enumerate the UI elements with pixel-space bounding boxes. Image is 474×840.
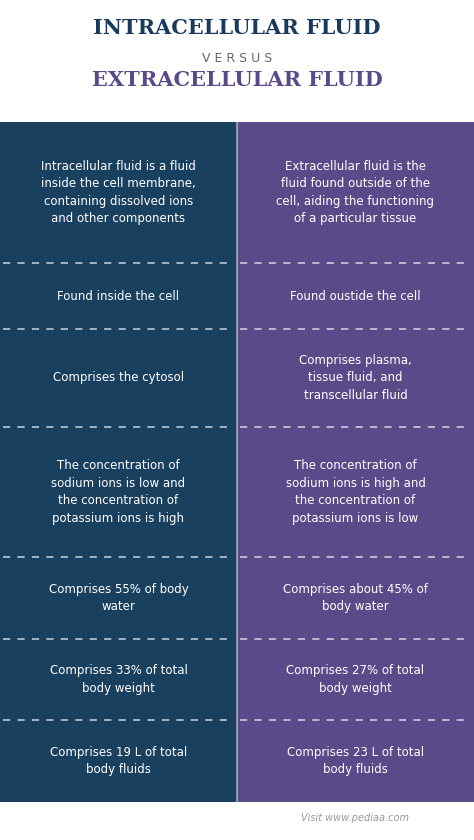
Text: Comprises 27% of total
body weight: Comprises 27% of total body weight [286,664,425,695]
Bar [237,557,474,638]
Bar [237,638,474,721]
Bar [237,328,474,427]
Bar [0,721,237,802]
Text: The concentration of
sodium ions is low and
the concentration of
potassium ions : The concentration of sodium ions is low … [52,459,185,525]
Text: Comprises 55% of body
water: Comprises 55% of body water [49,583,188,613]
Bar [0,638,237,721]
Text: Comprises 33% of total
body weight: Comprises 33% of total body weight [50,664,187,695]
Text: Extracellular fluid is the
fluid found outside of the
cell, aiding the functioni: Extracellular fluid is the fluid found o… [276,160,435,225]
Bar [0,557,237,638]
Text: Comprises the cytosol: Comprises the cytosol [53,371,184,384]
Text: V E R S U S: V E R S U S [202,52,272,65]
Text: The concentration of
sodium ions is high and
the concentration of
potassium ions: The concentration of sodium ions is high… [285,459,426,525]
Text: INTRACELLULAR FLUID: INTRACELLULAR FLUID [93,18,381,38]
Bar [237,721,474,802]
Text: Comprises plasma,
tissue fluid, and
transcellular fluid: Comprises plasma, tissue fluid, and tran… [299,354,412,402]
Text: Comprises about 45% of
body water: Comprises about 45% of body water [283,583,428,613]
Text: Found oustide the cell: Found oustide the cell [290,290,421,302]
Bar [237,264,474,328]
Text: Intracellular fluid is a fluid
inside the cell membrane,
containing dissolved io: Intracellular fluid is a fluid inside th… [41,160,196,225]
Bar [0,427,237,557]
Text: Found inside the cell: Found inside the cell [57,290,180,302]
Text: Comprises 23 L of total
body fluids: Comprises 23 L of total body fluids [287,746,424,776]
Bar [0,328,237,427]
Bar [0,264,237,328]
Text: Visit www.pediaa.com: Visit www.pediaa.com [301,813,409,823]
Bar [237,427,474,557]
Bar [237,122,474,264]
Bar [0,122,237,264]
Text: EXTRACELLULAR FLUID: EXTRACELLULAR FLUID [91,70,383,90]
Text: Comprises 19 L of total
body fluids: Comprises 19 L of total body fluids [50,746,187,776]
